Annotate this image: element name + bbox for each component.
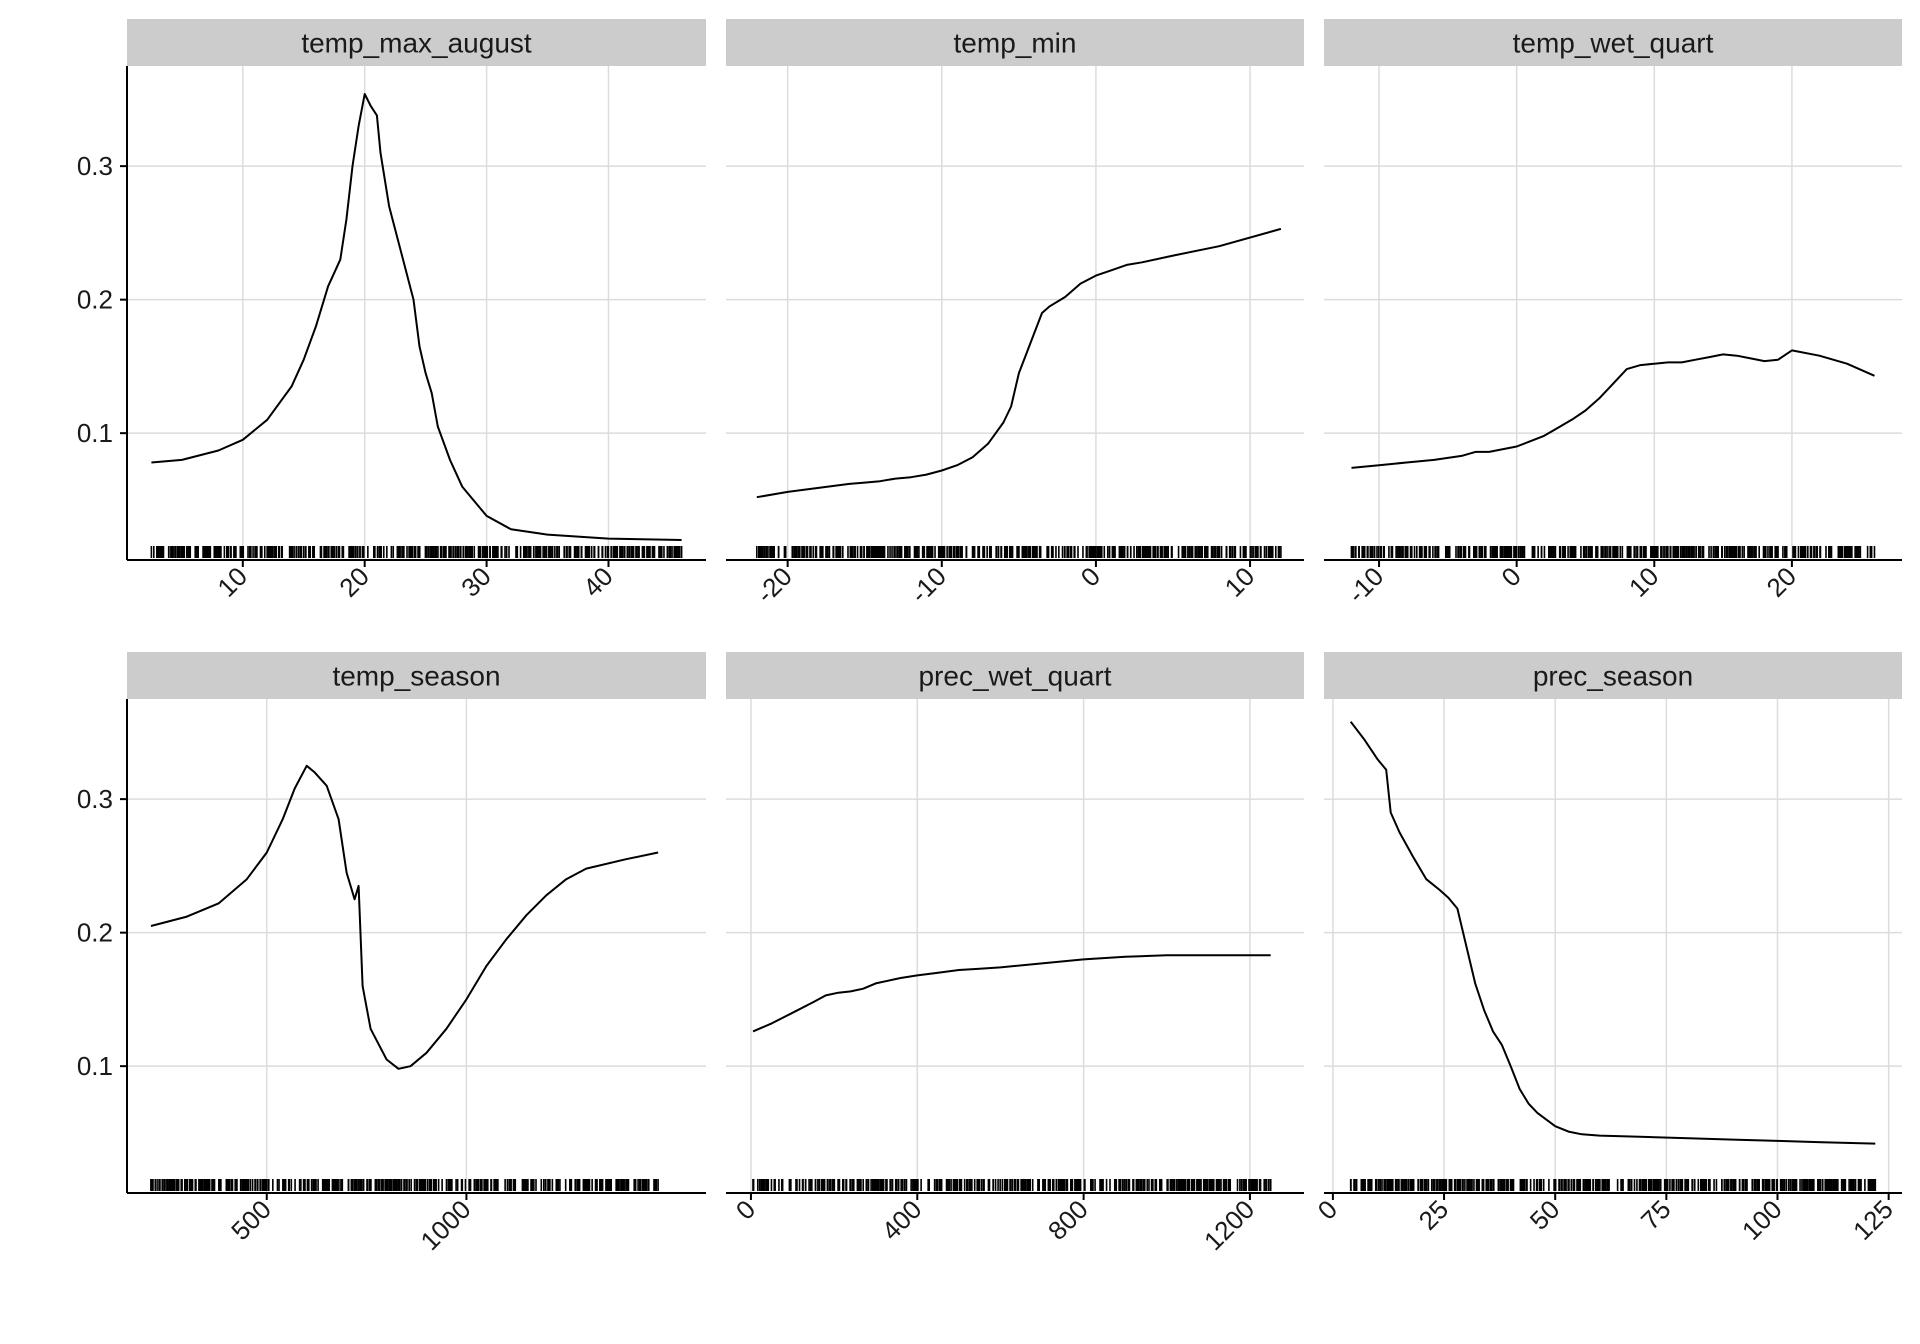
- facet-title: temp_min: [954, 28, 1077, 59]
- facet-panel-temp_wet_quart: temp_wet_quart -10 0 10 20: [1324, 19, 1902, 609]
- y-tick-label: 0.1: [77, 1051, 113, 1081]
- facet-panel-temp_max_august: temp_max_august 0.1 0.2 0.3 10 20 30 40: [77, 19, 706, 603]
- y-tick-label: 0.3: [77, 151, 113, 181]
- facet-strip: [127, 652, 706, 699]
- rug: [756, 546, 1282, 558]
- series-line: [151, 93, 682, 541]
- x-tick-label: 30: [455, 561, 497, 603]
- x-tick-label: 500: [225, 1194, 277, 1246]
- facet-title: prec_season: [1533, 661, 1693, 692]
- facet-title: temp_max_august: [301, 28, 532, 59]
- x-tick-label: 10: [211, 561, 253, 603]
- x-tick-label: 1200: [1198, 1194, 1260, 1256]
- x-tick-label: 40: [577, 561, 619, 603]
- x-tick-label: 0: [1075, 561, 1106, 592]
- facet-strip: [127, 19, 706, 66]
- rug: [1350, 546, 1876, 558]
- facet-panel-prec_season: prec_season 0 25 50 75 100 125: [1312, 652, 1902, 1246]
- facet-title: temp_wet_quart: [1513, 28, 1714, 59]
- x-tick-label: 0: [730, 1194, 761, 1225]
- x-tick-label: 25: [1413, 1194, 1455, 1236]
- x-tick-label: 400: [876, 1194, 928, 1246]
- x-tick-label: 50: [1524, 1194, 1566, 1236]
- x-tick-label: 0: [1495, 561, 1526, 592]
- facet-strip: [726, 19, 1304, 66]
- x-tick-label: 1000: [415, 1194, 477, 1256]
- rug: [150, 546, 683, 558]
- series-line: [150, 764, 659, 1070]
- x-tick-label: 10: [1219, 561, 1261, 603]
- y-tick-label: 0.2: [77, 918, 113, 948]
- x-tick-label: 75: [1635, 1194, 1677, 1236]
- series-line: [756, 227, 1282, 499]
- facet-strip: [1324, 652, 1902, 699]
- x-tick-label: 125: [1847, 1194, 1899, 1246]
- y-tick-label: 0.3: [77, 784, 113, 814]
- facet-panel-temp_min: temp_min -20 -10 0 10: [726, 19, 1304, 609]
- y-tick-label: 0.2: [77, 285, 113, 315]
- x-tick-label: -20: [750, 561, 798, 609]
- x-tick-label: 20: [333, 561, 375, 603]
- x-tick-label: 100: [1736, 1194, 1788, 1246]
- rug: [150, 1179, 659, 1191]
- facet-title: temp_season: [332, 661, 500, 692]
- series-line: [1349, 721, 1876, 1145]
- x-tick-label: 10: [1623, 561, 1665, 603]
- series-line: [1351, 349, 1875, 469]
- x-tick-label: 800: [1042, 1194, 1094, 1246]
- x-tick-label: 0: [1312, 1194, 1343, 1225]
- y-tick-label: 0.1: [77, 418, 113, 448]
- series-line: [752, 954, 1271, 1033]
- facet-panel-prec_wet_quart: prec_wet_quart 0 400 800 1200: [726, 652, 1304, 1256]
- x-tick-label: -10: [904, 561, 952, 609]
- rug: [1349, 1179, 1877, 1191]
- facet-panel-temp_season: temp_season 0.1 0.2 0.3 500 1000: [77, 652, 706, 1256]
- facet-title: prec_wet_quart: [918, 661, 1111, 692]
- x-tick-label: 20: [1760, 561, 1802, 603]
- rug: [752, 1179, 1272, 1191]
- x-tick-label: -10: [1342, 561, 1390, 609]
- facet-strip: [726, 652, 1304, 699]
- facet-strip: [1324, 19, 1902, 66]
